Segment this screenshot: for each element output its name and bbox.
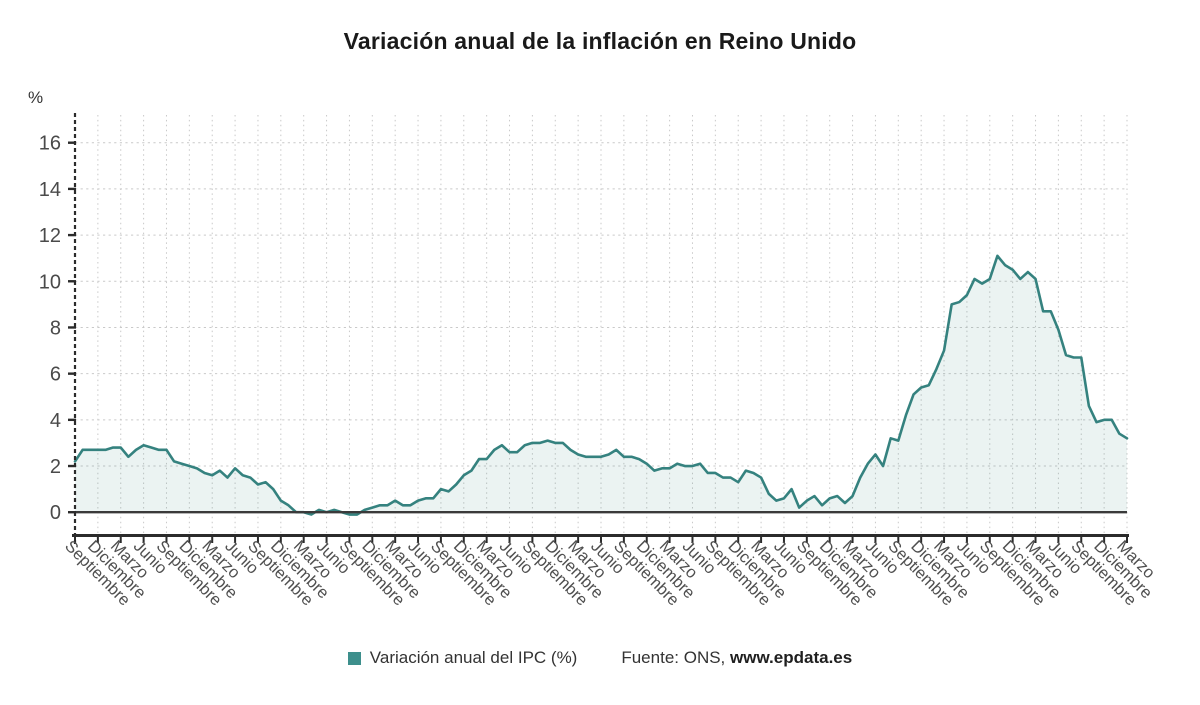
chart-legend: Variación anual del IPC (%) Fuente: ONS,… — [0, 648, 1200, 668]
y-tick-label: 6 — [50, 364, 61, 386]
ipc-area-fill — [75, 255, 1127, 515]
y-axis-unit-label: % — [28, 88, 44, 107]
legend-series-label: Variación anual del IPC (%) — [369, 648, 578, 667]
horizontal-gridlines — [75, 142, 1127, 467]
source-note: Fuente: ONS, www.epdata.es — [621, 648, 852, 668]
y-tick-label: 4 — [50, 410, 61, 432]
y-tick-label: 2 — [50, 456, 61, 478]
y-tick-label: 12 — [39, 225, 61, 247]
ipc-line — [73, 254, 1129, 516]
vertical-gridlines — [97, 115, 1128, 533]
y-axis-ticks — [68, 141, 76, 514]
y-tick-label: 16 — [39, 133, 61, 155]
y-tick-label: 14 — [39, 179, 61, 201]
y-tick-label: 8 — [50, 317, 61, 339]
chart-title: Variación anual de la inflación en Reino… — [343, 28, 857, 54]
y-tick-label: 10 — [39, 271, 61, 293]
legend-series-item: Variación anual del IPC (%) — [347, 648, 578, 668]
source-prefix: Fuente: ONS, — [621, 648, 731, 667]
x-tick-labels: SeptiembreDiciembreMarzoJunioSeptiembreD… — [61, 537, 1158, 609]
y-tick-label: 0 — [50, 502, 61, 524]
legend-swatch-icon — [347, 651, 361, 665]
x-axis-ticks — [74, 537, 1128, 543]
source-link[interactable]: www.epdata.es — [730, 648, 853, 667]
y-tick-labels: 0 2 4 6 8 10 12 14 16 — [39, 133, 61, 525]
